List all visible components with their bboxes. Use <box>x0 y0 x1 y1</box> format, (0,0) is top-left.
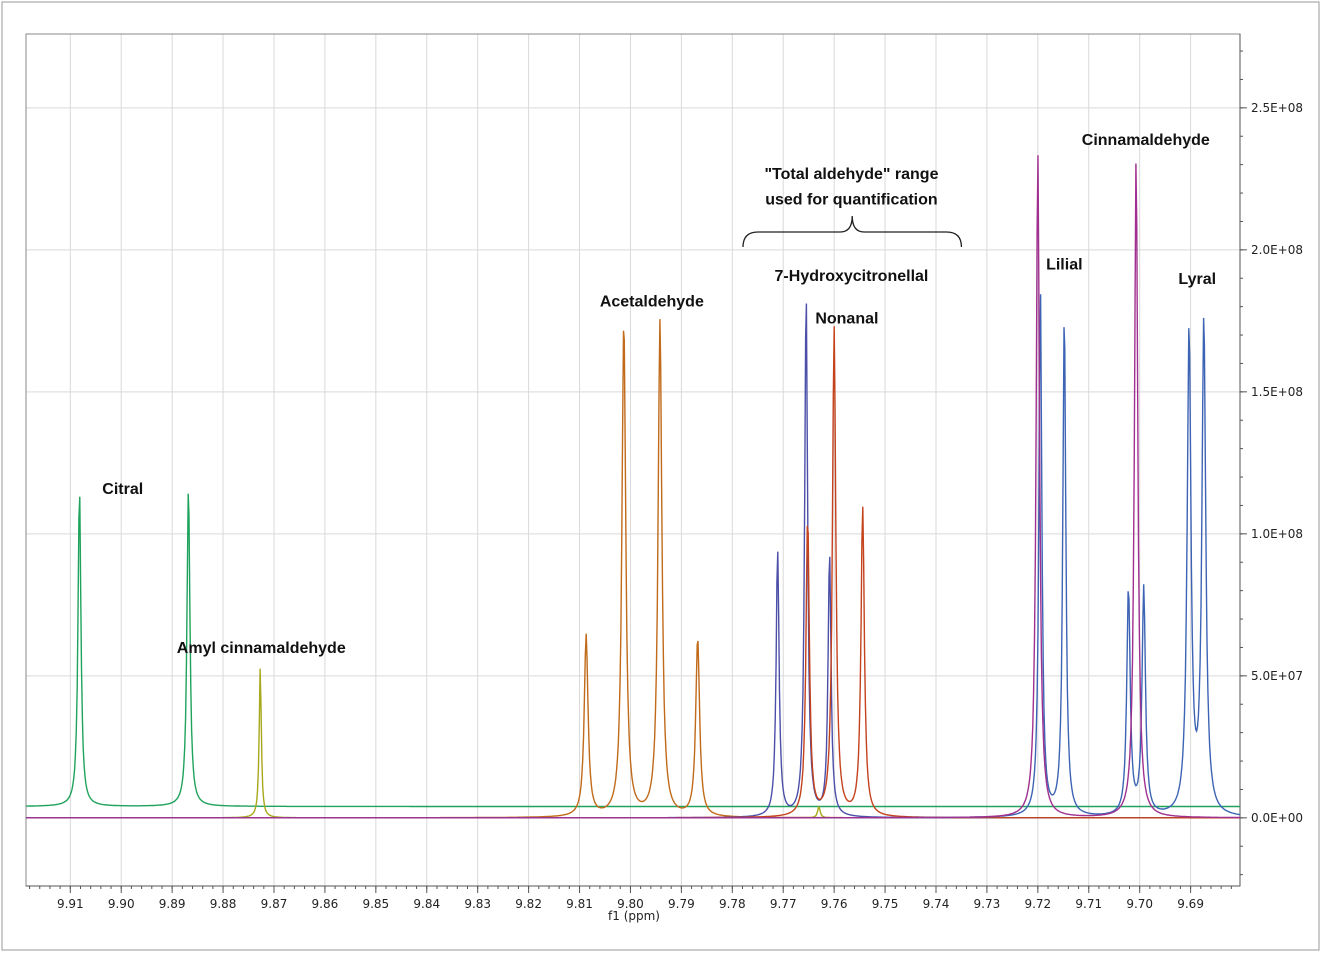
y-tick-label: 5.0E+07 <box>1251 669 1303 683</box>
x-tick-label: 9.79 <box>668 897 695 911</box>
x-tick-label: 9.86 <box>312 897 339 911</box>
x-tick-label: 9.87 <box>261 897 288 911</box>
x-tick-label: 9.78 <box>719 897 746 911</box>
x-tick-label: 9.80 <box>617 897 644 911</box>
y-tick-label: 1.5E+08 <box>1251 385 1303 399</box>
annotation-label: Lyral <box>1178 271 1216 288</box>
annotation-label: Cinnamaldehyde <box>1082 132 1210 149</box>
range-brace-path <box>742 215 963 248</box>
x-tick-label: 9.82 <box>515 897 542 911</box>
annotation-label: Citral <box>102 481 143 498</box>
annotation-label: used for quantification <box>765 191 937 208</box>
x-tick-label: 9.72 <box>1024 897 1051 911</box>
x-tick-label: 9.88 <box>210 897 237 911</box>
annotation-label: Nonanal <box>815 311 878 328</box>
x-tick-label: 9.77 <box>770 897 797 911</box>
x-tick-label: 9.83 <box>464 897 491 911</box>
x-tick-label: 9.90 <box>108 897 135 911</box>
spectrum-series-0 <box>26 493 1240 808</box>
x-tick-label: 9.89 <box>159 897 186 911</box>
annotations: Citral Amyl cinnamaldehyde Acetaldehyde 7-H… <box>102 132 1216 657</box>
range-brace <box>742 215 963 248</box>
x-tick-label: 9.76 <box>821 897 848 911</box>
x-axis-label: f1 (ppm) <box>608 909 660 923</box>
y-tick-label: 1.0E+08 <box>1251 527 1303 541</box>
annotation-label: Amyl cinnamaldehyde <box>177 640 346 657</box>
x-tick-label: 9.74 <box>923 897 950 911</box>
spectrum-series-6 <box>26 155 1240 819</box>
x-tick-label: 9.71 <box>1075 897 1102 911</box>
y-tick-label: 2.5E+08 <box>1251 101 1303 115</box>
grid <box>26 34 1240 886</box>
spectra <box>26 155 1241 819</box>
annotation-label: Lilial <box>1046 257 1082 274</box>
x-tick-label: 9.81 <box>566 897 593 911</box>
y-tick-label: 2.0E+08 <box>1251 243 1303 257</box>
x-tick-label: 9.73 <box>974 897 1001 911</box>
axes: 9.91 9.90 9.89 9.88 9.87 9.86 9.85 9.84 9.83 9.82… <box>26 34 1303 911</box>
annotation-label: 7-Hydroxycitronellal <box>775 268 929 285</box>
annotation-label: Acetaldehyde <box>600 294 704 311</box>
annotation-label: "Total aldehyde" range <box>764 166 938 183</box>
y-tick-label: 0.0E+00 <box>1251 811 1303 825</box>
x-tick-label: 9.70 <box>1126 897 1153 911</box>
x-tick-label: 9.84 <box>413 897 440 911</box>
x-tick-label: 9.75 <box>872 897 899 911</box>
x-tick-label: 9.69 <box>1177 897 1204 911</box>
x-tick-label: 9.91 <box>57 897 84 911</box>
x-tick-label: 9.85 <box>362 897 389 911</box>
